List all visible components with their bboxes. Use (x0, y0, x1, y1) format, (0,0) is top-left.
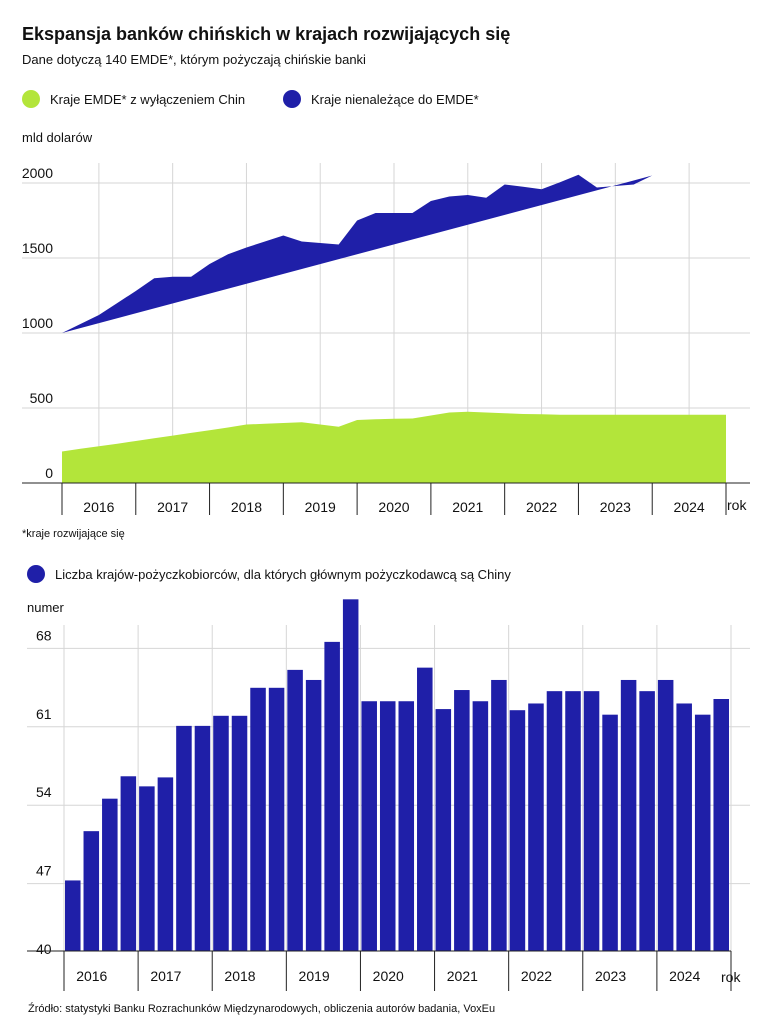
x-axis-label: rok (721, 969, 741, 985)
legend-dot-green-icon (22, 90, 40, 108)
y-tick-label: 500 (30, 390, 54, 406)
bar (176, 725, 192, 951)
x-tick-label: 2024 (674, 499, 705, 515)
area-chart-y-axis-label: mld dolarów (22, 130, 93, 145)
x-tick-label: 2017 (150, 968, 181, 984)
y-tick-label: 1500 (22, 240, 53, 256)
x-tick-label: 2020 (378, 499, 409, 515)
bar (676, 703, 692, 951)
bar (213, 715, 229, 951)
legend-item-emde: Kraje EMDE* z wyłączeniem Chin (22, 90, 245, 108)
bar (324, 641, 340, 951)
area-series-non-emde (62, 174, 653, 333)
bar (120, 776, 137, 951)
x-tick-label: 2022 (526, 499, 557, 515)
bar (602, 714, 618, 951)
bar (379, 701, 396, 951)
x-tick-label: 2022 (521, 968, 552, 984)
x-tick-label: 2024 (669, 968, 700, 984)
bar (713, 699, 729, 951)
bar (546, 691, 563, 951)
legend-item-borrowers: Liczba krajów-pożyczkobiorców, dla który… (27, 565, 511, 583)
bar (157, 777, 174, 951)
bar (268, 687, 285, 951)
x-tick-label: 2021 (447, 968, 478, 984)
y-tick-label: 0 (45, 465, 53, 481)
y-tick-label: 68 (36, 627, 52, 643)
y-tick-label: 54 (36, 784, 52, 800)
bar (528, 703, 544, 951)
bar (565, 691, 581, 951)
bar (509, 710, 526, 951)
bar (361, 701, 377, 951)
bar (305, 679, 322, 951)
bar (435, 709, 452, 951)
source-note: Źródło: statystyki Banku Rozrachunków Mi… (28, 1003, 496, 1015)
bar (417, 667, 433, 951)
bar (102, 798, 118, 951)
bar-chart-y-axis-label: numer (27, 600, 64, 615)
x-axis-label: rok (727, 497, 747, 513)
bar (342, 599, 359, 951)
chart-title: Ekspansja banków chińskich w krajach roz… (22, 24, 511, 44)
y-tick-label: 61 (36, 706, 52, 722)
bar (398, 701, 415, 951)
legend-label-borrowers: Liczba krajów-pożyczkobiorców, dla który… (55, 566, 511, 582)
bar (694, 714, 711, 951)
bar (491, 679, 507, 951)
bar (583, 691, 600, 951)
x-tick-label: 2020 (373, 968, 404, 984)
bar (65, 880, 81, 951)
area-series-emde (62, 411, 726, 483)
x-tick-label: 2019 (299, 968, 330, 984)
bar (287, 669, 303, 951)
y-tick-label: 47 (36, 863, 52, 879)
x-tick-label: 2018 (224, 968, 255, 984)
y-tick-label: 2000 (22, 165, 53, 181)
footnote: *kraje rozwijające się (22, 528, 125, 540)
x-tick-label: 2023 (595, 968, 626, 984)
bar (454, 690, 470, 951)
x-tick-label: 2017 (157, 499, 188, 515)
x-tick-label: 2019 (305, 499, 336, 515)
legend-label-non-emde: Kraje nienależące do EMDE* (311, 91, 479, 107)
bar (620, 679, 637, 951)
x-tick-label: 2023 (600, 499, 631, 515)
bar (250, 687, 266, 951)
chart-subtitle: Dane dotyczą 140 EMDE*, którym pożyczają… (22, 52, 366, 67)
bar (639, 691, 655, 951)
bar (194, 725, 211, 951)
x-tick-label: 2016 (76, 968, 107, 984)
bar (657, 679, 674, 951)
x-tick-label: 2021 (452, 499, 483, 515)
legend-dot-blue-icon (27, 565, 45, 583)
legend-item-non-emde: Kraje nienależące do EMDE* (283, 90, 479, 108)
legend-label-emde: Kraje EMDE* z wyłączeniem Chin (50, 91, 246, 107)
bar (472, 701, 489, 951)
x-tick-label: 2016 (83, 499, 114, 515)
bar (139, 786, 155, 951)
legend-dot-blue-icon (283, 90, 301, 108)
y-tick-label: 40 (36, 941, 52, 957)
bar (83, 831, 100, 951)
bar (231, 715, 248, 951)
x-tick-label: 2018 (231, 499, 262, 515)
y-tick-label: 1000 (22, 315, 53, 331)
